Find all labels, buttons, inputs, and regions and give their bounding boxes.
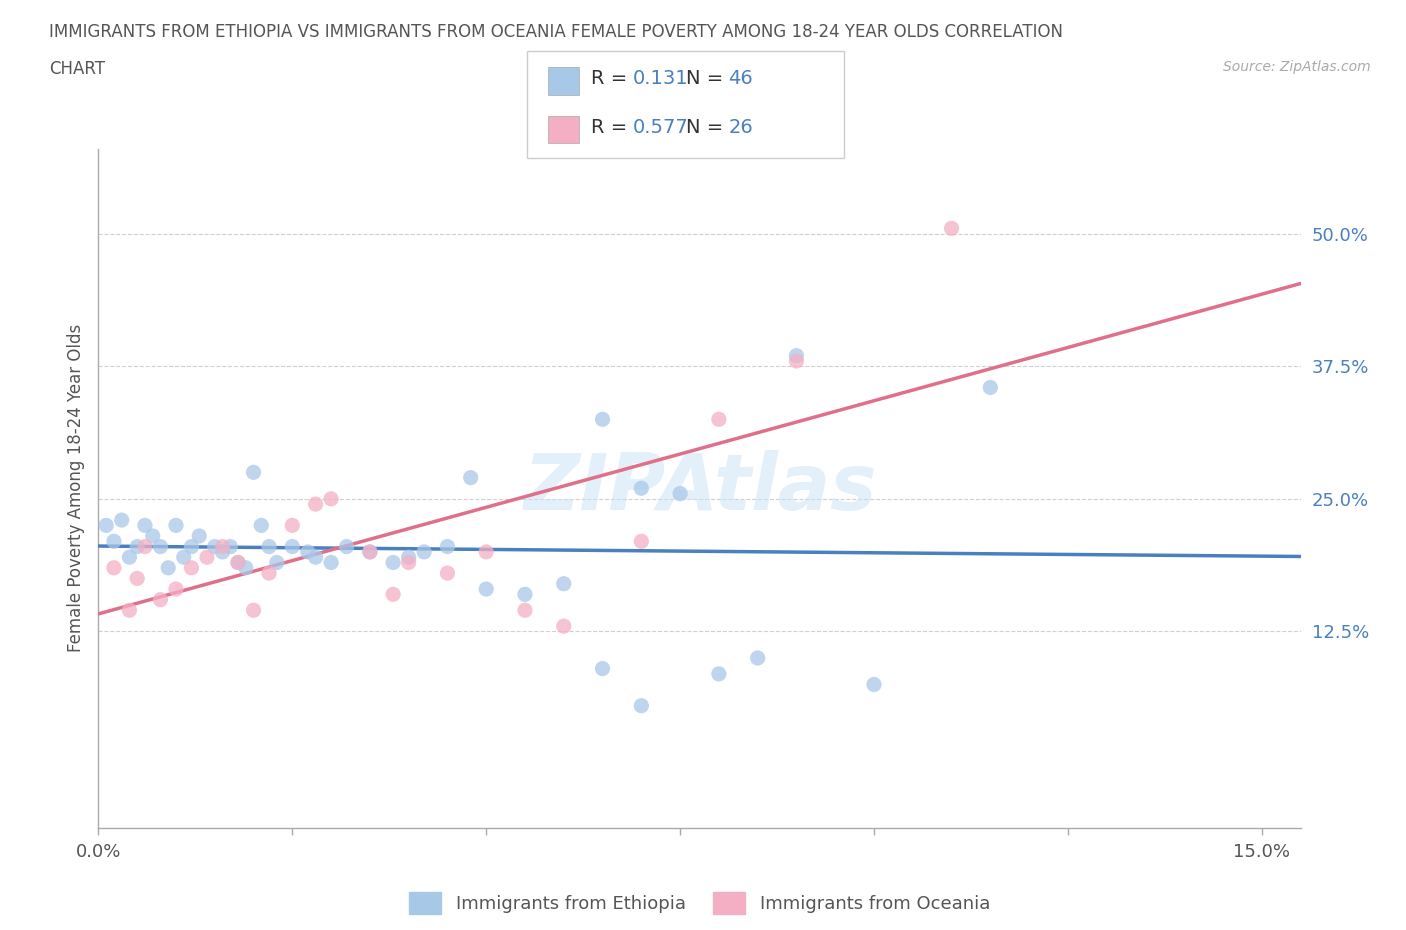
Point bbox=[226, 555, 249, 570]
Point bbox=[226, 555, 249, 570]
Point bbox=[257, 565, 280, 580]
Text: 46: 46 bbox=[728, 70, 754, 88]
Point bbox=[630, 481, 652, 496]
Point bbox=[553, 618, 575, 633]
Point bbox=[165, 518, 187, 533]
Point bbox=[180, 561, 202, 576]
Point bbox=[592, 412, 614, 427]
Point bbox=[398, 555, 420, 570]
Text: 0.131: 0.131 bbox=[633, 70, 689, 88]
Text: Source: ZipAtlas.com: Source: ZipAtlas.com bbox=[1223, 60, 1371, 74]
Point bbox=[134, 518, 156, 533]
Text: ZIPAtlas: ZIPAtlas bbox=[523, 450, 876, 526]
Point bbox=[242, 465, 264, 480]
Point bbox=[669, 486, 692, 501]
Text: IMMIGRANTS FROM ETHIOPIA VS IMMIGRANTS FROM OCEANIA FEMALE POVERTY AMONG 18-24 Y: IMMIGRANTS FROM ETHIOPIA VS IMMIGRANTS F… bbox=[49, 23, 1063, 41]
Point bbox=[281, 539, 304, 554]
Point bbox=[398, 550, 420, 565]
Point bbox=[707, 412, 730, 427]
Point bbox=[319, 491, 342, 506]
Point bbox=[142, 528, 165, 543]
Point bbox=[475, 544, 498, 559]
Text: N =: N = bbox=[686, 118, 730, 137]
Point bbox=[359, 544, 381, 559]
Point bbox=[111, 512, 134, 527]
Legend: Immigrants from Ethiopia, Immigrants from Oceania: Immigrants from Ethiopia, Immigrants fro… bbox=[409, 892, 990, 913]
Point bbox=[281, 518, 304, 533]
Text: N =: N = bbox=[686, 70, 730, 88]
Y-axis label: Female Poverty Among 18-24 Year Olds: Female Poverty Among 18-24 Year Olds bbox=[66, 325, 84, 652]
Point bbox=[134, 539, 156, 554]
Point bbox=[592, 661, 614, 676]
Point bbox=[863, 677, 886, 692]
Point bbox=[630, 534, 652, 549]
Point bbox=[382, 555, 405, 570]
Point bbox=[513, 603, 536, 618]
Point bbox=[180, 539, 202, 554]
Point bbox=[219, 539, 242, 554]
Point bbox=[266, 555, 288, 570]
Point bbox=[165, 581, 187, 596]
Point bbox=[747, 651, 769, 666]
Point bbox=[475, 581, 498, 596]
Point bbox=[436, 539, 458, 554]
Point bbox=[118, 603, 141, 618]
Point bbox=[436, 565, 458, 580]
Point bbox=[211, 539, 233, 554]
Point bbox=[127, 539, 149, 554]
Point bbox=[127, 571, 149, 586]
Text: 26: 26 bbox=[728, 118, 754, 137]
Text: 0.577: 0.577 bbox=[633, 118, 689, 137]
Point bbox=[553, 577, 575, 591]
Point bbox=[979, 380, 1001, 395]
Point bbox=[173, 550, 195, 565]
Point bbox=[242, 603, 264, 618]
Point bbox=[103, 561, 125, 576]
Point bbox=[157, 561, 180, 576]
Point bbox=[941, 221, 963, 236]
Point bbox=[785, 348, 807, 363]
Point bbox=[382, 587, 405, 602]
Point bbox=[413, 544, 436, 559]
Point bbox=[211, 544, 233, 559]
Point bbox=[188, 528, 211, 543]
Point bbox=[304, 497, 326, 512]
Point bbox=[359, 544, 381, 559]
Point bbox=[297, 544, 319, 559]
Point bbox=[250, 518, 273, 533]
Point bbox=[460, 471, 482, 485]
Point bbox=[319, 555, 342, 570]
Point bbox=[149, 539, 172, 554]
Point bbox=[195, 550, 218, 565]
Point bbox=[204, 539, 226, 554]
Point bbox=[630, 698, 652, 713]
Point bbox=[96, 518, 118, 533]
Point bbox=[235, 561, 257, 576]
Point bbox=[513, 587, 536, 602]
Point bbox=[707, 667, 730, 682]
Point bbox=[257, 539, 280, 554]
Text: R =: R = bbox=[591, 118, 633, 137]
Text: R =: R = bbox=[591, 70, 633, 88]
Point bbox=[118, 550, 141, 565]
Text: CHART: CHART bbox=[49, 60, 105, 78]
Point bbox=[304, 550, 326, 565]
Point bbox=[103, 534, 125, 549]
Point bbox=[149, 592, 172, 607]
Point bbox=[336, 539, 359, 554]
Point bbox=[785, 353, 807, 368]
